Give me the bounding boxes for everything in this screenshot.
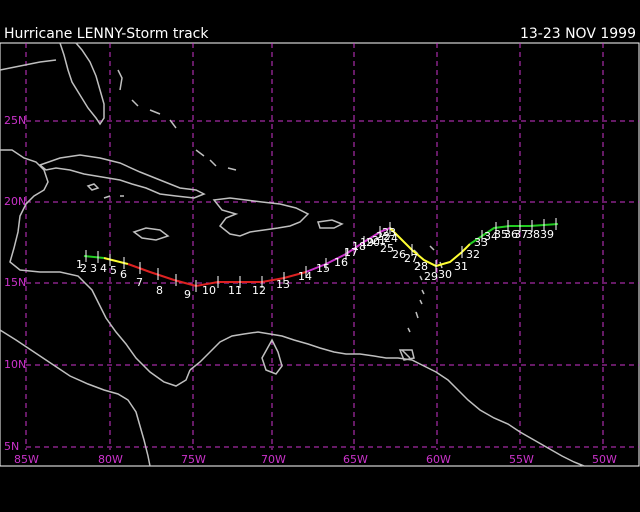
track-ticks <box>85 218 557 292</box>
track-label: 15 <box>316 262 330 275</box>
lake-maracaibo <box>261 338 283 375</box>
track-label: 4 <box>100 262 107 275</box>
track-label: 39 <box>540 228 554 241</box>
puerto-rico <box>317 219 344 229</box>
track-label: 13 <box>276 278 290 291</box>
track-label: 32 <box>466 248 480 261</box>
track-label: 33 <box>474 236 488 249</box>
track-label: 6 <box>120 268 127 281</box>
lat-label: 15N <box>4 276 26 289</box>
lat-axis-labels: 25N 20N 15N 10N 5N <box>4 114 26 453</box>
lat-label: 20N <box>4 195 26 208</box>
lon-axis-labels: 85W 80W 75W 70W 65W 60W 55W 50W <box>14 453 617 466</box>
lon-label: 60W <box>426 453 451 466</box>
coastlines <box>0 42 585 467</box>
track-label: 30 <box>438 268 452 281</box>
track-label: 29 <box>424 270 438 283</box>
lon-label: 80W <box>98 453 123 466</box>
track-label: 31 <box>454 260 468 273</box>
lon-label: 50W <box>592 453 617 466</box>
track-label: 10 <box>202 284 216 297</box>
pacific-coast <box>0 329 151 467</box>
track-label: 19 <box>360 236 374 249</box>
lon-label: 75W <box>181 453 206 466</box>
jamaica <box>132 227 170 241</box>
cuba <box>38 154 206 199</box>
map-frame <box>0 42 640 467</box>
lesser-antilles <box>401 249 425 359</box>
track-label: 18 <box>352 240 366 253</box>
track-label: 7 <box>136 276 143 289</box>
track-label: 11 <box>228 284 242 297</box>
lon-label: 65W <box>343 453 368 466</box>
lon-label: 85W <box>14 453 39 466</box>
track-segment-weakening <box>389 227 471 268</box>
track-label: 1 <box>76 258 83 271</box>
bahamas <box>117 69 237 171</box>
track-label: 20 <box>366 236 380 249</box>
track-label: 37 <box>514 228 528 241</box>
track-label: 17 <box>344 246 358 259</box>
track-label: 2 <box>80 262 87 275</box>
track-label: 12 <box>252 284 266 297</box>
graticule <box>25 43 639 450</box>
track-label: 36 <box>504 228 518 241</box>
track-label: 38 <box>526 228 540 241</box>
cayman-islands <box>103 195 124 199</box>
track-position-labels: 1 2 3 4 5 6 7 8 9 10 11 12 13 14 15 16 1… <box>76 226 554 301</box>
isle-of-youth <box>86 183 100 191</box>
south-america-coast <box>189 331 585 467</box>
track-label: 16 <box>334 256 348 269</box>
date-range: 13-23 NOV 1999 <box>519 26 636 42</box>
track-label: 24 <box>384 232 398 245</box>
track-label: 8 <box>156 284 163 297</box>
lat-label: 25N <box>4 114 26 127</box>
track-label: 26 <box>392 248 406 261</box>
lat-label: 5N <box>4 440 19 453</box>
track-segment-cat2 <box>305 227 391 273</box>
gulf-coast <box>0 59 57 71</box>
central-america-coast <box>0 149 191 387</box>
track-label: 5 <box>110 264 117 277</box>
florida-coast <box>59 42 105 126</box>
track-label: 3 <box>90 262 97 275</box>
lat-label: 10N <box>4 358 26 371</box>
track-label: 23 <box>382 226 396 239</box>
track-label: 27 <box>404 252 418 265</box>
map-title: Hurricane LENNY-Storm track <box>4 26 209 42</box>
track-segment-depression <box>83 255 105 259</box>
track-label: 21 <box>372 234 386 247</box>
track-label: 9 <box>184 288 191 301</box>
track-label: 14 <box>298 270 312 283</box>
track-label: 35 <box>494 228 508 241</box>
track-label: 34 <box>484 230 498 243</box>
lon-label: 70W <box>261 453 286 466</box>
trinidad <box>398 349 415 361</box>
track-label: 22 <box>376 230 390 243</box>
track-segment-decay <box>469 223 559 245</box>
lon-label: 55W <box>509 453 534 466</box>
track-label: 28 <box>414 260 428 273</box>
hispaniola <box>212 197 310 237</box>
track-label: 25 <box>380 242 394 255</box>
